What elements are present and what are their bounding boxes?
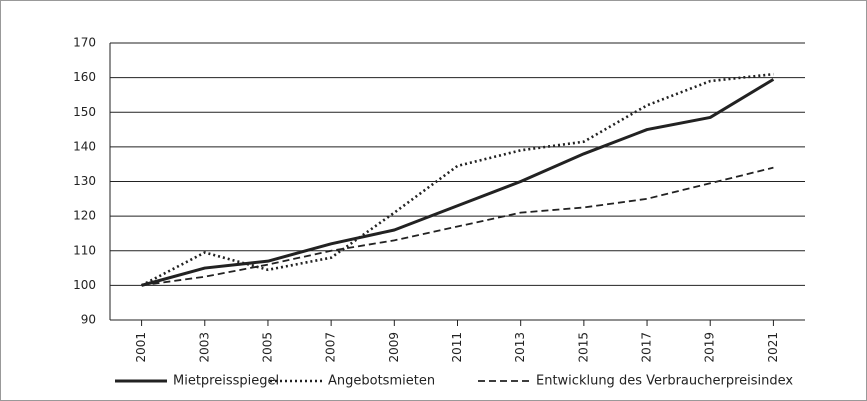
series-line — [140, 72, 774, 287]
y-tick-label: 150 — [73, 105, 96, 119]
x-tick-label: 2003 — [197, 332, 211, 363]
legend-label: Entwicklung des Verbraucherpreisindex — [536, 374, 793, 389]
legend-label: Angebotsmieten — [328, 374, 435, 389]
y-tick-label: 120 — [73, 209, 96, 223]
x-tick-label: 2019 — [703, 332, 717, 363]
y-tick-label: 110 — [73, 243, 96, 257]
y-tick-label: 140 — [73, 139, 96, 153]
y-tick-label: 100 — [73, 278, 96, 292]
x-tick-label: 2005 — [260, 332, 274, 363]
legend: Mietpreisspiegel Angebotsmieten Entwicklun… — [115, 374, 793, 389]
y-tick-label: 160 — [73, 70, 96, 84]
y-tick-label: 130 — [73, 174, 96, 188]
x-tick-label: 2009 — [387, 332, 401, 363]
x-tick-label: 2007 — [324, 332, 338, 363]
x-tick-label: 2013 — [513, 332, 527, 363]
series-line — [141, 166, 774, 287]
x-tick-label: 2011 — [450, 332, 464, 363]
y-tick-label: 170 — [73, 36, 96, 50]
x-tick-label: 2017 — [640, 332, 654, 363]
series-line — [141, 78, 775, 287]
y-tick-label: 90 — [81, 313, 96, 327]
x-tick-label: 2015 — [576, 332, 590, 363]
x-tick-label: 2021 — [766, 332, 780, 363]
legend-label: Mietpreisspiegel — [173, 374, 279, 389]
x-tick-label: 2001 — [134, 332, 148, 363]
